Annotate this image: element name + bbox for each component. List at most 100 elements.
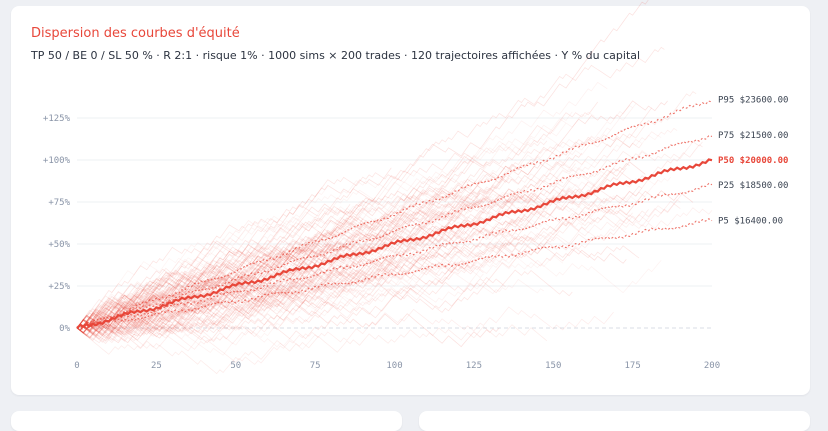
trajectory-line bbox=[76, 222, 389, 329]
trajectory-line bbox=[76, 210, 544, 356]
y-tick-label: 0% bbox=[59, 324, 70, 334]
trajectory-line bbox=[76, 200, 630, 335]
axis-labels-layer: 0% +25% +50% +75% +100% +125% 0 25 50 75 100 125 150… bbox=[43, 114, 720, 371]
equity-chart: 0% +25% +50% +75% +100% +125% 0 25 50 75 100 125 150… bbox=[43, 0, 788, 375]
trajectory-line bbox=[76, 100, 668, 329]
trajectory-line bbox=[76, 319, 319, 350]
trajectory-line bbox=[76, 242, 519, 338]
x-tick-label: 0 bbox=[74, 361, 79, 371]
trajectory-line bbox=[76, 167, 392, 329]
trajectory-line bbox=[76, 235, 373, 334]
trajectory-line bbox=[76, 172, 522, 337]
trajectory-line bbox=[76, 269, 332, 334]
percentile-label-p25: P25 $18500.00 bbox=[718, 181, 788, 191]
trajectory-line bbox=[76, 161, 538, 334]
trajectory-line bbox=[76, 207, 713, 334]
equity-dispersion-card: Dispersion des courbes d'équité TP 50 / … bbox=[11, 6, 810, 395]
trajectory-line bbox=[76, 271, 303, 329]
trajectory-line bbox=[76, 286, 322, 349]
trajectory-line bbox=[76, 260, 475, 334]
trajectory-line bbox=[76, 203, 681, 334]
trajectory-line bbox=[76, 167, 627, 342]
trajectory-line bbox=[76, 182, 471, 334]
trajectory-line bbox=[76, 239, 379, 332]
trajectory-line bbox=[76, 297, 500, 348]
trajectory-line bbox=[76, 81, 608, 329]
trajectory-line bbox=[76, 324, 548, 375]
trajectory-line bbox=[76, 261, 484, 332]
trajectory-line bbox=[76, 254, 564, 329]
trajectory-line bbox=[76, 111, 573, 334]
trajectory-line bbox=[76, 203, 430, 331]
x-tick-label: 75 bbox=[310, 361, 321, 371]
x-tick-label: 150 bbox=[545, 361, 561, 371]
card-subtitle: TP 50 / BE 0 / SL 50 % · R 2:1 · risque … bbox=[31, 49, 641, 62]
trajectory-line bbox=[76, 183, 595, 339]
trajectory-line bbox=[76, 236, 313, 333]
trajectory-line bbox=[76, 137, 643, 329]
trajectory-line bbox=[76, 277, 506, 329]
trajectory-line bbox=[76, 270, 348, 329]
trajectory-line bbox=[76, 127, 678, 329]
trajectory-line bbox=[76, 163, 630, 344]
trajectory-line bbox=[76, 279, 354, 337]
trajectory-line bbox=[76, 91, 697, 329]
trajectory-line bbox=[76, 206, 408, 331]
percentile-label-p50: P50 $20000.00 bbox=[718, 156, 788, 166]
trajectory-line bbox=[76, 185, 646, 332]
trajectory-line bbox=[76, 247, 468, 334]
trajectory-line bbox=[76, 243, 351, 331]
trajectory-line bbox=[76, 168, 649, 331]
trajectory-line bbox=[76, 218, 595, 329]
bottom-right-card bbox=[419, 411, 810, 431]
x-tick-label: 25 bbox=[151, 361, 162, 371]
trajectory-line bbox=[76, 134, 662, 336]
trajectory-line bbox=[76, 306, 614, 365]
y-tick-label: +75% bbox=[48, 198, 70, 208]
trajectory-line bbox=[76, 204, 456, 329]
trajectory-line bbox=[76, 260, 484, 349]
percentile-line-p95 bbox=[76, 100, 713, 329]
trajectory-line bbox=[76, 105, 633, 331]
trajectory-line bbox=[76, 291, 329, 337]
trajectory-line bbox=[76, 140, 548, 329]
trajectory-line bbox=[76, 255, 395, 329]
y-tick-label: +25% bbox=[48, 282, 70, 292]
percentile-label-p75: P75 $21500.00 bbox=[718, 131, 788, 141]
trajectory-line bbox=[76, 203, 351, 329]
trajectory-line bbox=[76, 241, 627, 341]
trajectory-line bbox=[76, 189, 608, 329]
trajectory-line bbox=[76, 197, 548, 329]
trajectory-line bbox=[76, 156, 576, 329]
trajectory-line bbox=[76, 269, 573, 334]
trajectory-line bbox=[76, 287, 417, 344]
trajectory-line bbox=[76, 268, 319, 332]
trajectory-line bbox=[76, 185, 329, 329]
y-tick-label: +100% bbox=[43, 156, 71, 166]
trajectory-line bbox=[76, 152, 583, 329]
trajectory-line bbox=[76, 221, 367, 329]
trajectory-line bbox=[76, 101, 598, 329]
trajectory-line bbox=[76, 212, 408, 330]
trajectory-line bbox=[76, 281, 306, 344]
trajectory-line bbox=[76, 191, 684, 352]
trajectory-line bbox=[76, 122, 567, 329]
y-tick-label: +125% bbox=[43, 114, 71, 124]
percentile-lines-layer bbox=[76, 100, 713, 331]
trajectory-line bbox=[76, 205, 633, 332]
trajectory-line bbox=[76, 199, 681, 331]
trajectory-line bbox=[76, 192, 481, 336]
trajectory-line bbox=[76, 46, 665, 329]
percentile-line-p75 bbox=[76, 135, 713, 329]
trajectory-line bbox=[76, 243, 351, 338]
trajectory-line bbox=[76, 111, 595, 329]
x-tick-label: 200 bbox=[704, 361, 720, 371]
percentile-line-p50 bbox=[76, 158, 713, 329]
x-tick-label: 175 bbox=[624, 361, 640, 371]
trajectories-layer bbox=[76, 0, 713, 375]
trajectory-line bbox=[76, 0, 649, 329]
trajectory-line bbox=[76, 229, 456, 339]
x-tick-label: 50 bbox=[230, 361, 241, 371]
trajectory-line bbox=[76, 254, 516, 332]
trajectory-line bbox=[76, 210, 627, 339]
